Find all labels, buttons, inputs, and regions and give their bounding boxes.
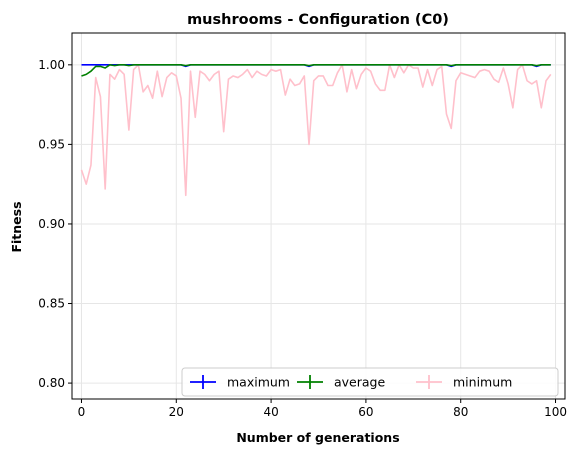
y-tick-label: 0.90 (38, 217, 65, 231)
x-tick-label: 40 (263, 405, 278, 419)
legend-label: minimum (453, 375, 512, 390)
y-axis-title: Fitness (9, 201, 24, 252)
y-tick-label: 1.00 (38, 58, 65, 72)
series-layer (80, 64, 552, 197)
legend-entry-average: average (297, 375, 385, 390)
series-line-average (81, 64, 551, 77)
x-tick-label: 100 (544, 405, 567, 419)
legend: maximum average minimum (181, 367, 559, 397)
legend-entry-minimum: minimum (416, 375, 512, 390)
series-line-minimum (80, 64, 552, 197)
x-axis: 0 20 40 60 80 100 (78, 399, 567, 419)
y-tick-label: 0.85 (38, 297, 65, 311)
x-tick-label: 80 (453, 405, 468, 419)
y-tick-label: 0.95 (38, 137, 65, 151)
legend-label: maximum (227, 375, 290, 390)
x-axis-title: Number of generations (236, 430, 399, 445)
legend-entry-maximum: maximum (190, 375, 290, 390)
x-tick-label: 60 (358, 405, 373, 419)
plot-frame (71, 32, 566, 400)
x-tick-label: 0 (78, 405, 86, 419)
legend-label: average (334, 375, 385, 390)
x-tick-label: 20 (169, 405, 184, 419)
y-axis: 0.80 0.85 0.90 0.95 1.00 (38, 58, 72, 390)
y-tick-label: 0.80 (38, 376, 65, 390)
legend-box (181, 367, 559, 397)
chart-title: mushrooms - Configuration (C0) (187, 12, 449, 28)
